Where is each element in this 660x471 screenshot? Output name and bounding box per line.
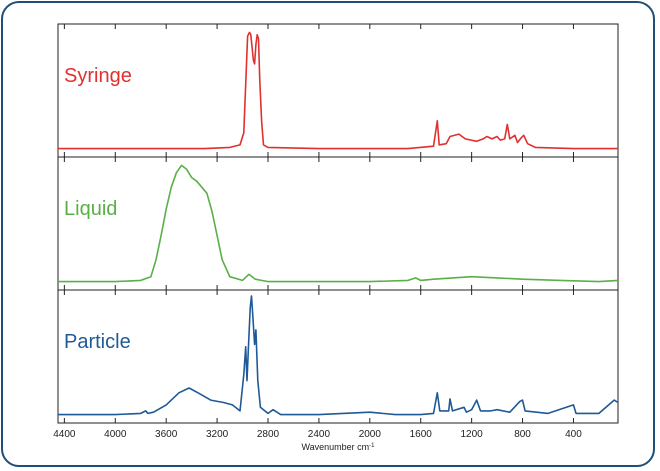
panel-liquid-frame [57,156,619,291]
x-tick-label: 3200 [206,429,229,440]
panel-particle-frame [57,289,619,424]
x-axis-label: Wavenumber cm-1 [301,442,375,452]
x-tick-label: 3600 [155,429,178,440]
series-syringe-line [58,31,618,150]
x-tick-label: 4400 [53,429,76,440]
panel-particle: Particle [57,289,619,424]
x-tick-label: 2400 [308,429,331,440]
x-tick-label: 800 [514,429,531,440]
panel-syringe-frame [57,23,619,158]
series-particle-label: Particle [64,331,131,353]
x-tick-label: 1600 [410,429,433,440]
panel-liquid: Liquid [57,156,619,291]
series-liquid-line [58,164,619,283]
x-axis-label-main: Wavenumber cm [301,442,369,452]
x-tick-label: 1200 [461,429,484,440]
x-tick-label: 400 [565,429,582,440]
series-syringe-label: Syringe [64,65,132,87]
x-tick-label: 2000 [359,429,382,440]
x-axis: 4400 4000 3600 3200 2800 2400 2000 1600 1200 800 4… [53,429,582,440]
x-tick-label: 4000 [104,429,127,440]
panels-group: Syringe Liquid Particle [57,23,619,424]
series-liquid-label: Liquid [64,198,117,220]
x-axis-label-superscript: -1 [369,443,375,449]
series-particle-line [58,295,619,416]
x-tick-label: 2800 [257,429,280,440]
panel-syringe: Syringe [57,23,619,158]
